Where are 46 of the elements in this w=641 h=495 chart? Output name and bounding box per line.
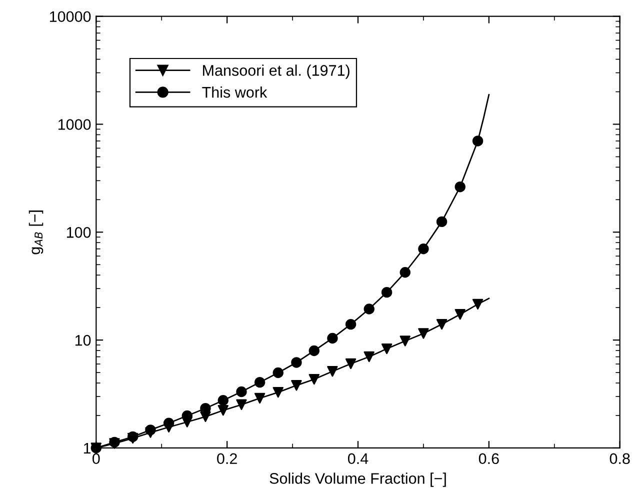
x-tick-label: 0.6 [478,453,499,464]
point [454,309,466,320]
x-tick-label: 0.8 [610,453,630,464]
point [272,386,284,398]
point [381,343,392,354]
y-axis-title: g$_{AB}$ [−] [28,210,44,254]
x-tick-label: 0.2 [217,453,237,464]
point [400,336,410,346]
point [291,357,302,368]
legend-label: Mansoori et al. (1971) [203,64,350,79]
point [163,418,174,428]
point [381,286,392,298]
point [272,367,284,378]
point [400,267,410,278]
point [254,392,266,404]
y-tick-label: 1 [84,443,91,454]
point [364,351,374,362]
point [345,358,356,370]
legend-label: This work [202,86,268,98]
y-tick-label: 1000 [58,119,91,130]
point [308,374,320,385]
point [345,318,356,330]
point [218,395,228,406]
y-tick-label: 10 [75,334,91,346]
x-tick-label: 0 [92,453,100,464]
y-tick-label: 10000 [50,11,91,22]
point [236,399,247,410]
point [327,332,338,344]
point [236,386,247,398]
point [145,424,156,436]
point [364,304,374,314]
x-axis-title: Solids Volume Fraction [−] [270,472,446,487]
x-tick-label: 0.4 [348,453,368,464]
point [454,181,466,192]
point [254,376,266,388]
point [418,328,429,339]
point [327,366,338,377]
point [308,345,320,356]
point [418,244,429,254]
point [436,318,448,330]
point [436,216,448,228]
point [472,136,484,146]
point [472,298,484,310]
y-tick-label: 100 [66,227,91,238]
point [291,380,302,391]
point [218,405,228,416]
